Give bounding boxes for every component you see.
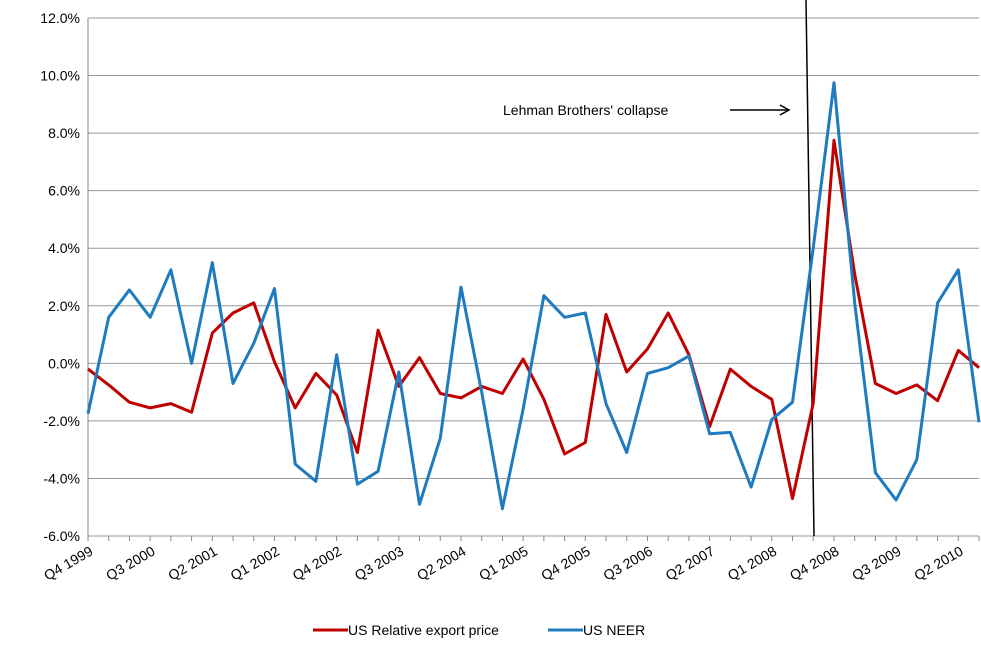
annotation-arrowhead xyxy=(779,104,791,116)
x-tick-label: Q3 2006 xyxy=(600,543,655,584)
x-tick-label: Q4 1999 xyxy=(41,543,96,584)
y-tick-label: 2.0% xyxy=(48,298,80,314)
x-tick-label: Q1 2008 xyxy=(725,543,780,584)
y-tick-label: 10.0% xyxy=(40,68,80,84)
x-tick-label: Q3 2003 xyxy=(352,543,407,584)
legend-label: US NEER xyxy=(583,622,645,638)
y-tick-label: 6.0% xyxy=(48,183,80,199)
y-tick-label: -6.0% xyxy=(43,528,80,544)
y-tick-label: 12.0% xyxy=(40,10,80,26)
series-line xyxy=(86,81,981,511)
x-tick-label: Q4 2008 xyxy=(787,543,842,584)
y-tick-label: -4.0% xyxy=(43,470,80,486)
x-tick-label: Q4 2005 xyxy=(538,543,593,584)
y-tick-label: 0.0% xyxy=(48,355,80,371)
x-tick-label: Q1 2002 xyxy=(227,543,282,584)
x-tick-label: Q4 2002 xyxy=(290,543,345,584)
x-tick-label: Q3 2000 xyxy=(103,543,158,584)
x-tick-label: Q1 2005 xyxy=(476,543,531,584)
x-tick-label: Q2 2007 xyxy=(663,543,718,584)
annotation: Lehman Brothers' collapse xyxy=(503,102,669,118)
y-tick-label: -2.0% xyxy=(43,413,80,429)
legend-label: US Relative export price xyxy=(348,622,499,638)
x-tick-label: Q2 2001 xyxy=(165,543,220,584)
x-tick-label: Q2 2010 xyxy=(911,543,966,584)
series-line xyxy=(87,138,980,501)
y-tick-label: 4.0% xyxy=(48,240,80,256)
y-tick-label: 8.0% xyxy=(48,125,80,141)
x-tick-label: Q3 2009 xyxy=(849,543,904,584)
x-tick-label: Q2 2004 xyxy=(414,543,469,584)
